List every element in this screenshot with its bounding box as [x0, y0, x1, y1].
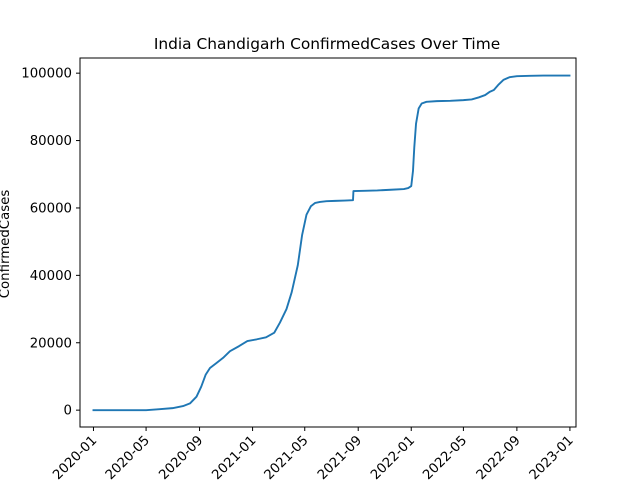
- y-tick-label: 20000: [30, 336, 72, 351]
- y-tick-label: 40000: [30, 269, 72, 284]
- y-tick-label: 100000: [21, 67, 72, 82]
- x-tick-label: 2021-01: [210, 433, 260, 480]
- x-tick-label: 2023-01: [527, 433, 577, 480]
- x-tick-label: 2022-09: [474, 433, 524, 480]
- chart-title: India Chandigarh ConfirmedCases Over Tim…: [154, 35, 500, 53]
- x-tick-label: 2021-09: [315, 433, 365, 480]
- x-tick-label: 2022-01: [368, 433, 418, 480]
- x-tick-label: 2020-01: [50, 433, 100, 480]
- y-tick-label: 80000: [30, 134, 72, 149]
- x-tick-label: 2022-05: [420, 433, 470, 480]
- y-axis-ticks: 0 20000 40000 60000 80000 100000: [21, 67, 80, 419]
- y-tick-label: 60000: [30, 201, 72, 216]
- plot-area-frame: [79, 57, 577, 428]
- x-tick-label: 2020-09: [156, 433, 206, 480]
- y-tick-label: 0: [64, 404, 72, 419]
- x-tick-label: 2021-05: [262, 433, 312, 480]
- series-line-confirmed-cases: [92, 74, 571, 412]
- x-tick-label: 2020-05: [103, 433, 153, 480]
- y-axis-label: ConfirmedCases: [0, 190, 13, 299]
- x-axis-ticks: 2020-01 2020-05 2020-09 2021-01 2021-05 2021-…: [50, 427, 577, 480]
